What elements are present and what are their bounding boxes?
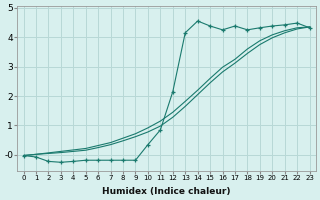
X-axis label: Humidex (Indice chaleur): Humidex (Indice chaleur) <box>102 187 231 196</box>
